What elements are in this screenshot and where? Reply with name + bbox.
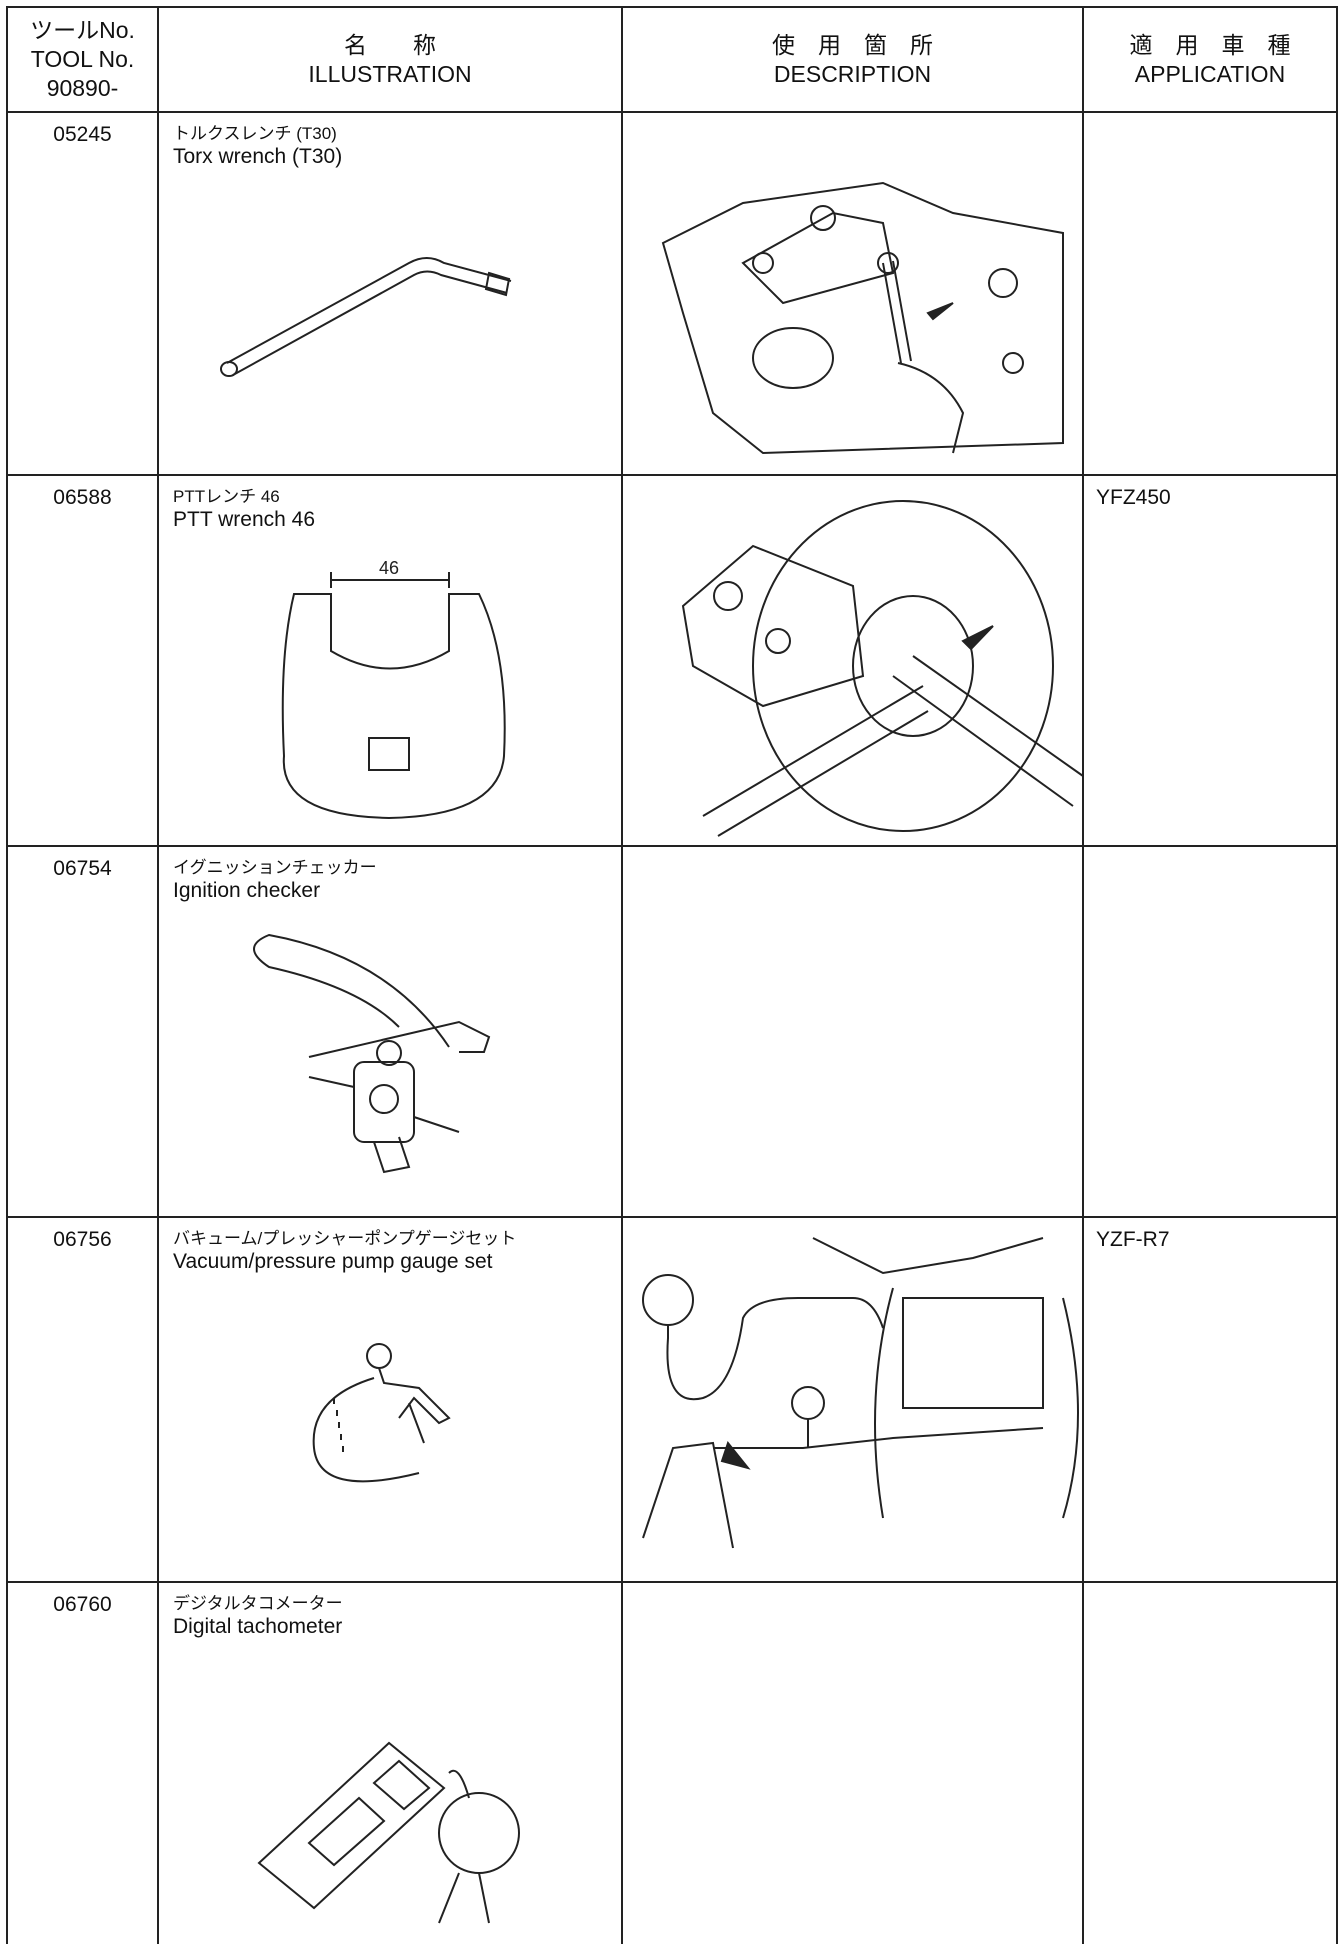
header-text: 使 用 箇 所 [772, 31, 933, 58]
application-cell [1082, 111, 1338, 476]
tool-row: 06588 PTTレンチ 46 PTT wrench 46 46 YFZ450 [6, 474, 1338, 847]
caliper-illustration [681, 500, 1084, 837]
name-cell: バキューム/プレッシャーポンプゲージセット Vacuum/pressure pum… [157, 1216, 623, 1583]
header-text: DESCRIPTION [773, 60, 932, 87]
application-cell [1082, 1581, 1338, 1944]
header-text: ILLUSTRATION [308, 60, 472, 87]
name-en: PTT wrench 46 [173, 508, 316, 531]
name-en: Torx wrench (T30) [173, 145, 343, 168]
description-cell [621, 1581, 1084, 1944]
tool-row: 06760 デジタルタコメーター Digital tachometer [6, 1581, 1338, 1944]
name-cell: PTTレンチ 46 PTT wrench 46 46 [157, 474, 623, 847]
name-ja: トルクスレンチ (T30) [173, 124, 337, 143]
header-cell: 使 用 箇 所 DESCRIPTION [621, 6, 1084, 113]
tool-table: ツールNo. TOOL No. 90890- 名 称 ILLUSTRATION 使 用… [6, 6, 1338, 1944]
name-cell: デジタルタコメーター Digital tachometer [157, 1581, 623, 1944]
header-text: 適 用 車 種 [1129, 31, 1291, 58]
dimension-label: 46 [379, 558, 399, 578]
description-cell [621, 111, 1084, 476]
vacuum-gauge-illustration [642, 1237, 1079, 1549]
name-ja: デジタルタコメーター [173, 1594, 343, 1613]
tool-row: 06756 バキューム/プレッシャーポンプゲージセット Vacuum/pressu… [6, 1216, 1338, 1583]
name-cell: イグニッションチェッカー Ignition checker [157, 845, 623, 1218]
name-ja: イグニッションチェッカー [173, 858, 377, 877]
engine-illustration [661, 181, 1064, 455]
description-cell [621, 845, 1084, 1218]
header-cell: 名 称 ILLUSTRATION [157, 6, 623, 113]
torx-wrench-illustration [220, 257, 512, 377]
vacuum-pump-illustration [312, 1343, 451, 1483]
tool-no: 06588 [6, 474, 159, 847]
header-text: APPLICATION [1134, 60, 1286, 87]
name-en: Ignition checker [173, 879, 321, 902]
tool-no: 05245 [6, 111, 159, 476]
name-ja: PTTレンチ 46 [173, 487, 280, 506]
header-cell: 適 用 車 種 APPLICATION [1082, 6, 1338, 113]
description-cell [621, 1216, 1084, 1583]
header-text: 90890- [46, 75, 119, 101]
name-en: Digital tachometer [173, 1615, 343, 1638]
header-row: ツールNo. TOOL No. 90890- 名 称 ILLUSTRATION 使 用… [6, 6, 1338, 113]
tachometer-illustration [257, 1741, 520, 1924]
header-cell: ツールNo. TOOL No. 90890- [6, 6, 159, 113]
tool-no: 06756 [6, 1216, 159, 1583]
name-cell: トルクスレンチ (T30) Torx wrench (T30) [157, 111, 623, 476]
name-ja: バキューム/プレッシャーポンプゲージセット [173, 1229, 517, 1248]
ignition-checker-illustration [253, 933, 491, 1174]
description-cell [621, 474, 1084, 847]
header-text: 名 称 [344, 31, 436, 58]
application-cell [1082, 845, 1338, 1218]
ptt-wrench-illustration: 46 [281, 558, 506, 820]
name-en: Vacuum/pressure pump gauge set [173, 1250, 493, 1273]
tool-no: 06754 [6, 845, 159, 1218]
header-text: TOOL No. [30, 46, 135, 72]
tool-no: 06760 [6, 1581, 159, 1944]
tool-row: 06754 イグニッションチェッカー Ignition checker [6, 845, 1338, 1218]
tool-row: 05245 トルクスレンチ (T30) Torx wrench (T30) [6, 111, 1338, 476]
application: YZF-R7 [1082, 1216, 1338, 1583]
application: YFZ450 [1082, 474, 1338, 847]
header-text: ツールNo. [30, 17, 135, 43]
